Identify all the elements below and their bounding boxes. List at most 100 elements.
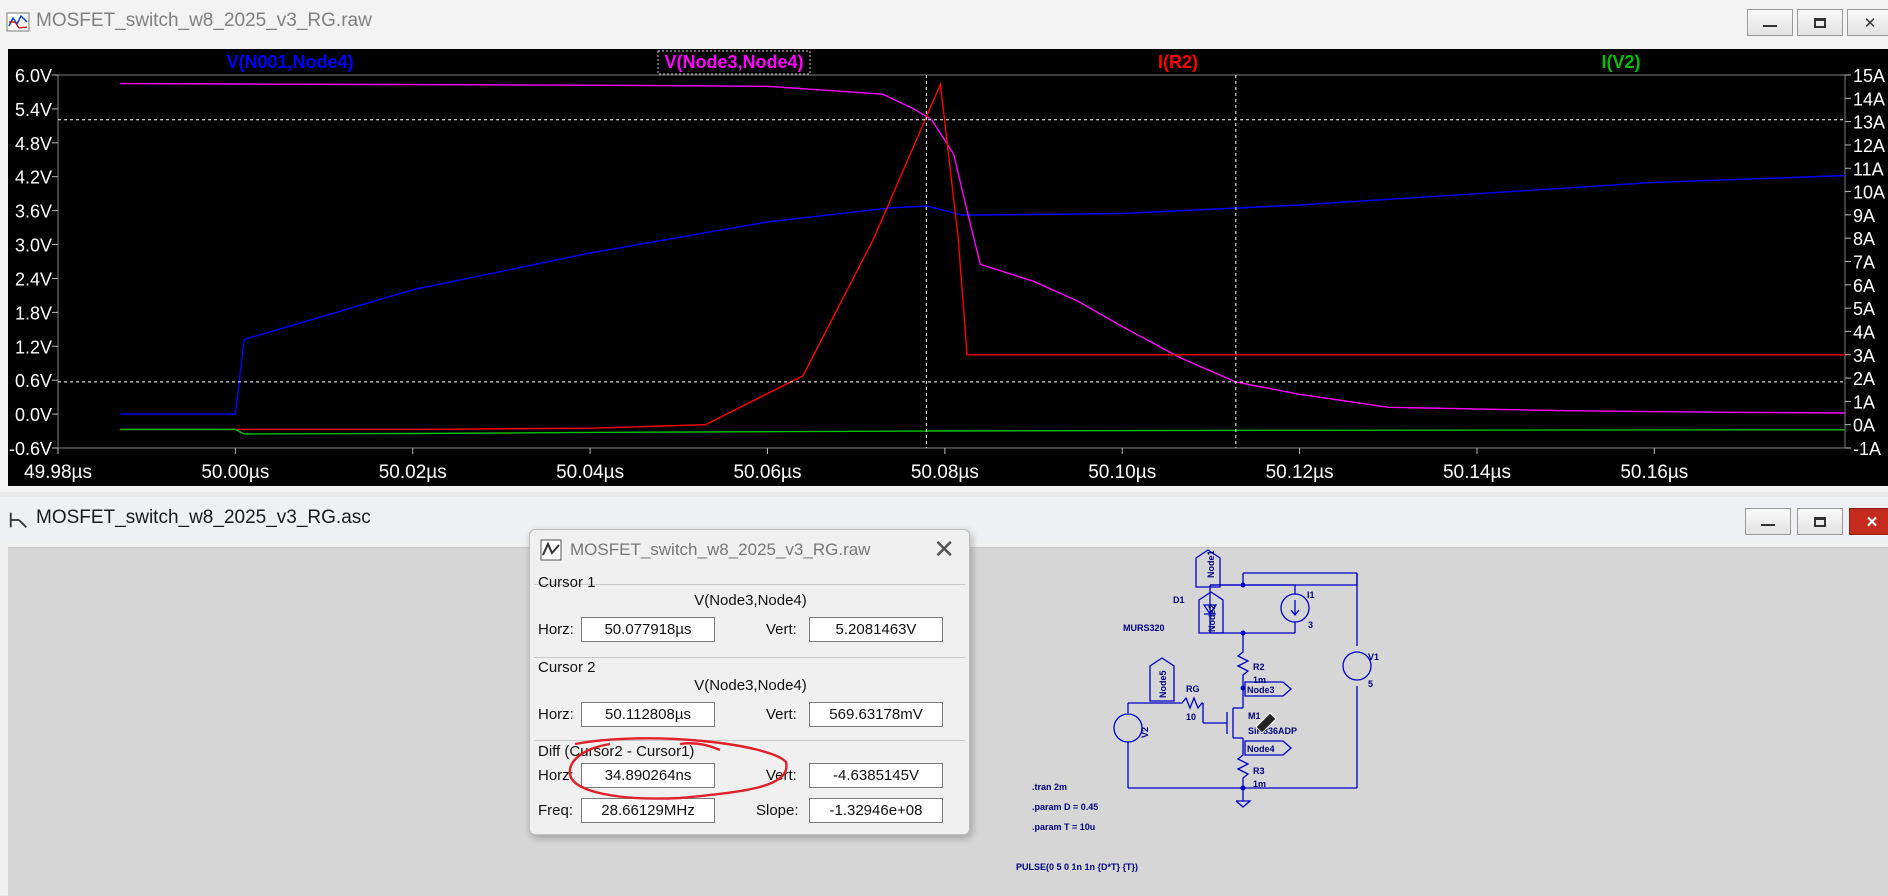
schematic-minimize-button[interactable] [1745,508,1791,535]
d1-ref: D1 [1173,595,1185,605]
dialog-close-button[interactable]: ✕ [933,534,955,564]
trace-v-n001-node4-[interactable] [120,174,1846,415]
node3-label: Node3 [1247,685,1275,695]
i1-value: 3 [1308,620,1313,630]
right-tick-label: 11A [1853,159,1884,179]
waveform-viewer-window[interactable]: MOSFET_switch_w8_2025_v3_RG.raw ✕ 6.0V 5.… [0,0,1888,492]
trace-label[interactable]: I(R2) [1158,52,1198,72]
x-tick-label: 50.00µs [201,462,269,483]
diff-vert-field[interactable]: -4.6385145V [809,763,943,788]
right-tick-label: 8A [1853,229,1875,249]
node2-flag [1198,591,1224,634]
schematic-app-icon [9,512,27,528]
voltage-source-v1-icon [1342,651,1372,681]
diode-icon [1202,604,1218,616]
maximize-icon [1814,516,1826,527]
diff-section-title: Diff (Cursor2 - Cursor1) [538,743,695,760]
plot-background[interactable] [8,49,1888,486]
trace-i-r2-[interactable] [120,81,1845,431]
schematic-window-title: MOSFET_switch_w8_2025_v3_RG.asc [36,507,371,528]
slope-label: Slope: [756,802,799,819]
minimize-button[interactable] [1747,9,1793,36]
waveform-titlebar[interactable]: MOSFET_switch_w8_2025_v3_RG.raw ✕ [0,0,1888,44]
node4-flag [1244,740,1292,756]
left-tick-label: 5.4V [15,100,52,120]
trace-i-v2-[interactable] [120,428,1846,435]
v2-ref: V2 [1140,727,1150,738]
node5-label: Node5 [1158,670,1168,698]
node1-flag [1195,549,1221,588]
right-tick-label: 12A [1853,136,1885,156]
right-tick-label: 4A [1853,322,1875,342]
v2-pulse-value[interactable]: PULSE(0 5 0 1n 1n {D*T} {T}) [1016,862,1138,872]
trace-label[interactable]: V(Node3,Node4) [664,52,803,72]
diff-horz-label: Horz: [538,767,574,784]
cursor2-vert-field[interactable]: 569.63178mV [809,702,943,727]
right-tick-label: 3A [1853,346,1875,366]
rg-value: 10 [1186,712,1196,722]
close-button[interactable]: ✕ [1847,9,1888,36]
minimize-icon [1761,523,1775,526]
right-tick-label: 5A [1853,299,1875,319]
diff-vert-label: Vert: [766,767,797,784]
cursor1-vert-label: Vert: [766,621,797,638]
left-tick-label: 2.4V [15,269,52,289]
cursor1-vert-field[interactable]: 5.2081463V [809,617,943,642]
directive-tran[interactable]: .tran 2m [1032,782,1067,792]
left-tick-label: 0.0V [15,405,52,425]
cursor1-horz-label: Horz: [538,621,574,638]
diff-horz-field[interactable]: 34.890264ns [581,763,715,788]
right-tick-label: 1A [1853,392,1875,412]
freq-label: Freq: [538,802,574,819]
x-tick-label: 50.10µs [1088,462,1156,483]
ltspice-logo-icon [540,539,562,561]
cursor-readout-dialog[interactable]: MOSFET_switch_w8_2025_v3_RG.raw ✕ Cursor… [529,529,970,835]
right-tick-label: 13A [1853,113,1885,133]
right-tick-label: 10A [1853,183,1885,203]
left-tick-label: 3.6V [15,202,52,222]
right-tick-label: 2A [1853,369,1875,389]
cursor1-section-title: Cursor 1 [538,574,596,591]
directive-param-d[interactable]: .param D = 0.45 [1032,802,1098,812]
trace-label[interactable]: I(V2) [1601,52,1640,72]
left-tick-label: 1.2V [15,337,52,357]
cursor2-horz-field[interactable]: 50.112808µs [581,702,715,727]
r3-value: 1m [1253,779,1266,789]
maximize-button[interactable] [1797,9,1843,36]
right-tick-label: 15A [1853,66,1885,86]
schematic-drawing[interactable]: Node1 Node2 Node5 Node3 Node4 D1 MURS320… [8,548,1888,896]
schematic-close-button[interactable]: ✕ [1849,508,1888,535]
waveform-plot[interactable]: 6.0V 5.4V 4.8V 4.2V 3.6V 3.0V 2.4V 1.8V 1.2V 0.6V… [0,0,1888,492]
x-tick-label: 50.14µs [1443,462,1511,483]
trace-v-node3-node4-[interactable] [120,82,1846,414]
trace-label[interactable]: V(N001,Node4) [226,52,353,72]
v1-value: 5 [1368,679,1373,689]
minimize-icon [1763,24,1777,27]
x-tick-label: 50.16µs [1620,462,1688,483]
resistor-r3-icon [1236,751,1250,782]
right-tick-label: 14A [1853,89,1885,109]
m1-ref: M1 [1248,711,1261,721]
close-icon: ✕ [1863,14,1877,32]
cursor1-trace-name: V(Node3,Node4) [694,592,807,609]
freq-field[interactable]: 28.66129MHz [581,798,715,823]
slope-field[interactable]: -1.32946e+08 [809,798,943,823]
waveform-window-title: MOSFET_switch_w8_2025_v3_RG.raw [36,10,372,31]
voltage-source-v2-icon [1113,713,1143,743]
selected-trace-box [657,50,811,75]
node3-flag [1244,681,1292,697]
right-tick-label: 6A [1853,276,1875,296]
left-tick-label: -0.6V [9,439,52,459]
schematic-maximize-button[interactable] [1797,508,1843,535]
right-tick-label: 9A [1853,206,1875,226]
v1-ref: V1 [1368,652,1379,662]
x-tick-label: 50.04µs [556,462,624,483]
directive-param-t[interactable]: .param T = 10u [1032,822,1095,832]
node4-label: Node4 [1247,744,1275,754]
left-tick-label: 3.0V [15,236,52,256]
node1-label: Node1 [1206,550,1216,578]
r3-ref: R3 [1253,766,1265,776]
cursor1-horz-field[interactable]: 50.077918µs [581,617,715,642]
cursor2-trace-name: V(Node3,Node4) [694,677,807,694]
mouse-cursor-icon [1255,712,1277,734]
